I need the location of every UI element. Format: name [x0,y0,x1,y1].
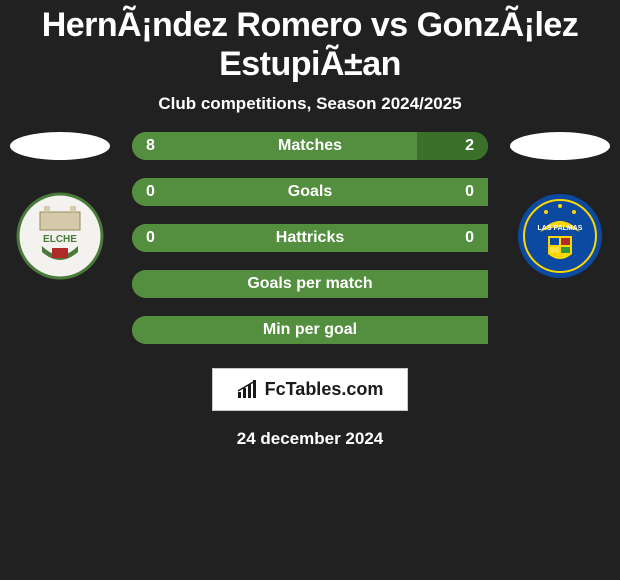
date-text: 24 december 2024 [237,429,384,449]
comparison-card: HernÃ¡ndez Romero vs GonzÃ¡lez EstupiÃ±a… [0,0,620,449]
main-row: ELCHE 8 Matches 2 0 Goals 0 0 Hattricks 0 Goals p… [0,132,620,344]
player1-photo-placeholder [10,132,110,160]
stat-right-value: 0 [465,183,474,201]
brand-text: FcTables.com [265,379,384,400]
stat-left-value: 0 [146,229,155,247]
team1-badge: ELCHE [16,192,104,280]
stats-column: 8 Matches 2 0 Goals 0 0 Hattricks 0 Goals per mat… [112,132,508,344]
team2-badge: LAS PALMAS [516,192,604,280]
page-subtitle: Club competitions, Season 2024/2025 [0,86,620,132]
right-column: LAS PALMAS [508,132,612,280]
stat-fill-left [132,132,417,160]
stat-row: 0 Hattricks 0 [132,224,488,252]
stat-label: Hattricks [276,229,344,247]
stat-right-value: 0 [465,229,474,247]
stat-fill-right [417,132,488,160]
footer: FcTables.com 24 december 2024 [0,368,620,449]
svg-text:LAS PALMAS: LAS PALMAS [538,225,583,232]
page-title: HernÃ¡ndez Romero vs GonzÃ¡lez EstupiÃ±a… [0,0,620,86]
elche-badge-icon: ELCHE [16,192,104,280]
brand-box: FcTables.com [212,368,409,411]
stat-row: 0 Goals 0 [132,178,488,206]
laspalmas-badge-icon: LAS PALMAS [516,192,604,280]
stat-label: Goals per match [247,275,372,293]
stat-label: Min per goal [263,321,357,339]
stat-label: Goals [288,183,332,201]
stat-label: Matches [278,137,342,155]
stat-row: 8 Matches 2 [132,132,488,160]
player2-photo-placeholder [510,132,610,160]
svg-text:ELCHE: ELCHE [43,234,77,245]
stat-left-value: 8 [146,137,155,155]
stat-right-value: 2 [465,137,474,155]
left-column: ELCHE [8,132,112,280]
stat-row: Goals per match [132,270,488,298]
bars-icon [237,380,259,400]
stat-left-value: 0 [146,183,155,201]
stat-row: Min per goal [132,316,488,344]
